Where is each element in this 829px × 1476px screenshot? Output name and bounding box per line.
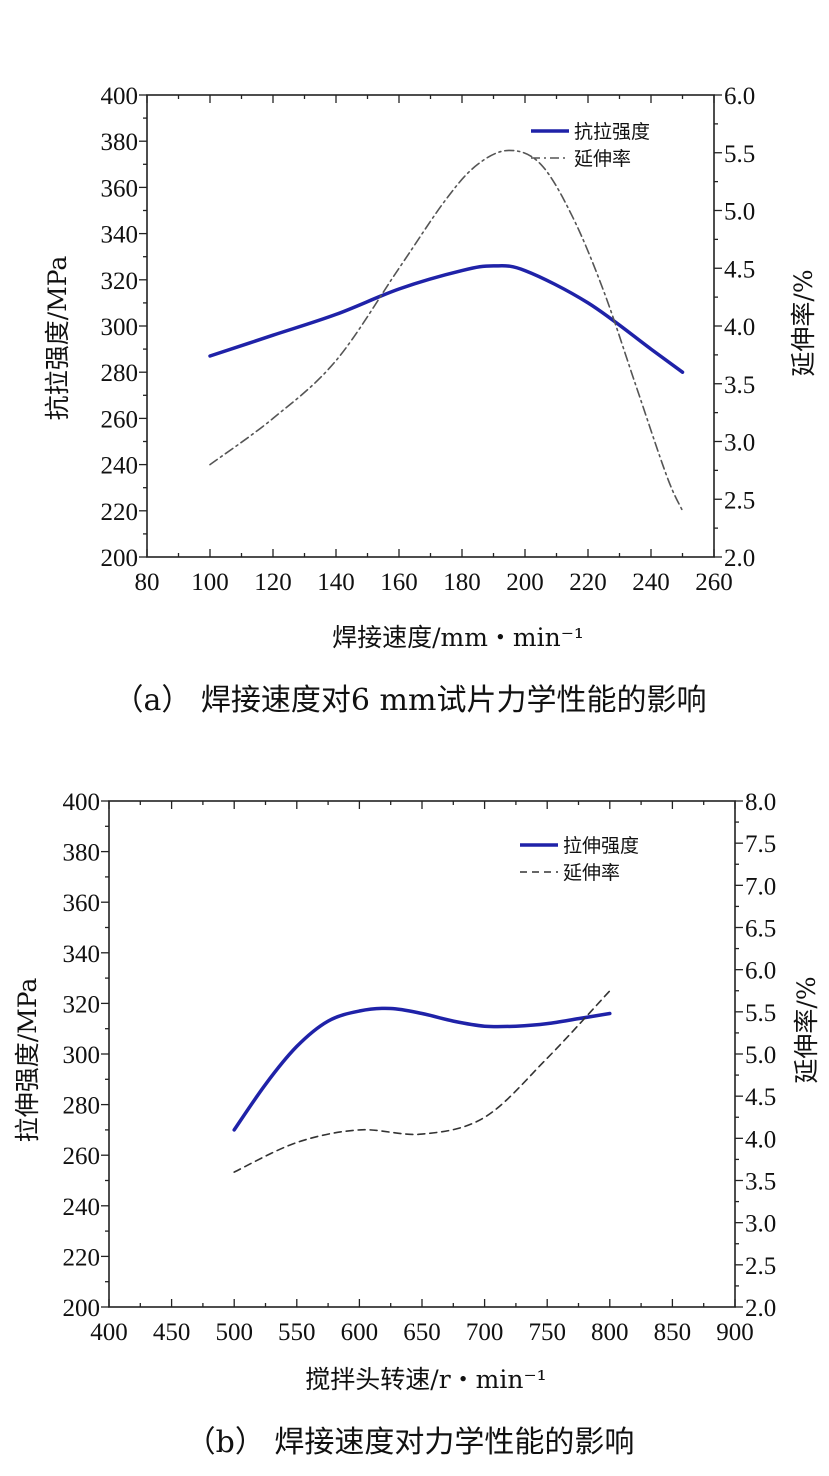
chart-b-xtick-label: 650 xyxy=(403,1319,441,1346)
chart-a-ytick-label: 300 xyxy=(101,314,139,341)
chart-a-xtick-label: 200 xyxy=(506,569,544,596)
chart-a-legend-label-strength: 抗拉强度 xyxy=(574,121,650,143)
chart-b-series-line-elongation xyxy=(233,990,611,1173)
chart-a-ytick-label: 240 xyxy=(101,453,139,480)
chart-b-y2tick-label: 6.5 xyxy=(745,916,776,943)
chart-b-xtick-label: 400 xyxy=(90,1319,128,1346)
chart-b: 400 450 500 550 600 650 700 750 800 850 900 200 220 2… xyxy=(13,789,821,1460)
chart-b-y2tick-label: 6.0 xyxy=(745,958,776,985)
chart-a-ytick-label: 400 xyxy=(101,83,139,110)
chart-b-ytick-label: 360 xyxy=(63,890,101,917)
chart-a-xtick-label: 180 xyxy=(443,569,481,596)
chart-b-xtick-label: 750 xyxy=(528,1319,566,1346)
chart-a-ytick-label: 340 xyxy=(101,222,139,249)
chart-a-y2tick-label: 2.0 xyxy=(724,545,755,572)
chart-a-axes: 80 100 120 140 160 180 200 220 240 260 200 220 240 26… xyxy=(101,83,756,596)
chart-a-caption: （a） 焊接速度对6 mm试片力学性能的影响 xyxy=(114,683,707,718)
chart-b-ylabel: 拉伸强度/MPa xyxy=(13,978,42,1143)
chart-b-xtick-label: 850 xyxy=(654,1319,692,1346)
chart-a-legend-label-elongation: 延伸率 xyxy=(574,148,631,170)
chart-b-y2tick-label: 4.5 xyxy=(745,1084,776,1111)
chart-a-xtick-label: 80 xyxy=(135,569,160,596)
chart-a-series-line-strength xyxy=(208,264,685,374)
chart-a-ytick-label: 360 xyxy=(101,175,139,202)
chart-a-y2tick-label: 4.0 xyxy=(724,314,755,341)
chart-b-ytick-label: 200 xyxy=(63,1295,101,1322)
chart-b-xtick-label: 800 xyxy=(591,1319,629,1346)
chart-a-xlabel: 焊接速度/mm・min⁻¹ xyxy=(332,623,584,652)
chart-b-xlabel: 搅拌头转速/r・min⁻¹ xyxy=(305,1365,546,1394)
chart-b-y2tick-label: 2.0 xyxy=(745,1295,776,1322)
chart-b-legend-label-strength: 拉伸强度 xyxy=(563,835,639,857)
chart-b-ytick-label: 260 xyxy=(63,1143,101,1170)
chart-b-y2tick-label: 7.0 xyxy=(745,873,776,900)
chart-a-xtick-label: 260 xyxy=(695,569,733,596)
chart-a-y2tick-label: 3.5 xyxy=(724,372,755,399)
chart-b-ytick-label: 300 xyxy=(63,1042,101,1069)
chart-b-y2tick-label: 5.5 xyxy=(745,1000,776,1027)
chart-b-y2tick-label: 2.5 xyxy=(745,1253,776,1280)
chart-a-series-line-elongation xyxy=(209,149,684,512)
chart-b-xtick-label: 550 xyxy=(278,1319,316,1346)
chart-b-xtick-label: 500 xyxy=(215,1319,253,1346)
chart-a-y2tick-label: 5.5 xyxy=(724,141,755,168)
chart-b-y2tick-label: 3.0 xyxy=(745,1211,776,1238)
chart-a-plot-frame xyxy=(146,94,715,558)
chart-b-caption: （b） 焊接速度对力学性能的影响 xyxy=(186,1425,635,1460)
chart-b-ytick-label: 400 xyxy=(63,789,101,816)
chart-a-y2tick-label: 3.0 xyxy=(724,430,755,457)
chart-a-xtick-label: 140 xyxy=(317,569,355,596)
chart-b-y2tick-label: 5.0 xyxy=(745,1042,776,1069)
chart-a-ytick-label: 220 xyxy=(101,499,139,526)
chart-a-ytick-label: 280 xyxy=(101,360,139,387)
chart-a-y2label: 延伸率/% xyxy=(789,269,818,376)
chart-b-ytick-label: 240 xyxy=(63,1194,101,1221)
chart-b-series-line-strength xyxy=(232,1006,612,1132)
chart-b-xtick-label: 600 xyxy=(341,1319,379,1346)
chart-b-ytick-label: 320 xyxy=(63,991,101,1018)
chart-b-y2tick-label: 8.0 xyxy=(745,789,776,816)
chart-b-ytick-label: 280 xyxy=(63,1093,101,1120)
chart-a-ytick-label: 320 xyxy=(101,268,139,295)
chart-b-axes: 400 450 500 550 600 650 700 750 800 850 900 200 220 2… xyxy=(63,789,777,1346)
chart-a-xtick-label: 120 xyxy=(254,569,292,596)
chart-a-ytick-label: 380 xyxy=(101,129,139,156)
chart-a-ytick-label: 260 xyxy=(101,406,139,433)
chart-a-xtick-label: 240 xyxy=(632,569,670,596)
chart-a-series xyxy=(208,149,685,512)
chart-b-xtick-label: 450 xyxy=(153,1319,191,1346)
chart-a-legend: 抗拉强度 延伸率 xyxy=(531,121,650,170)
chart-a-ylabel: 抗拉强度/MPa xyxy=(43,256,72,421)
chart-a-xtick-label: 160 xyxy=(380,569,418,596)
chart-a: 80 100 120 140 160 180 200 220 240 260 200 220 240 26… xyxy=(43,83,818,718)
chart-b-ytick-label: 340 xyxy=(63,941,101,968)
chart-b-legend-label-elongation: 延伸率 xyxy=(563,862,620,884)
chart-b-y2label: 延伸率/% xyxy=(792,976,821,1083)
chart-b-xtick-label: 900 xyxy=(716,1319,754,1346)
chart-a-xtick-label: 220 xyxy=(569,569,607,596)
chart-b-series xyxy=(232,990,612,1173)
chart-b-plot-frame xyxy=(108,800,736,1308)
chart-b-ytick-label: 220 xyxy=(63,1244,101,1271)
chart-b-xtick-label: 700 xyxy=(466,1319,504,1346)
chart-b-ytick-label: 380 xyxy=(63,840,101,867)
chart-a-y2tick-label: 4.5 xyxy=(724,256,755,283)
chart-b-y2tick-label: 4.0 xyxy=(745,1126,776,1153)
chart-b-y2tick-label: 7.5 xyxy=(745,831,776,858)
chart-b-legend: 拉伸强度 延伸率 xyxy=(520,835,639,884)
chart-a-y2tick-label: 6.0 xyxy=(724,83,755,110)
chart-a-ytick-label: 200 xyxy=(101,545,139,572)
chart-a-y2tick-label: 5.0 xyxy=(724,199,755,226)
chart-a-y2tick-label: 2.5 xyxy=(724,487,755,514)
chart-b-y2tick-label: 3.5 xyxy=(745,1169,776,1196)
chart-a-xtick-label: 100 xyxy=(191,569,229,596)
